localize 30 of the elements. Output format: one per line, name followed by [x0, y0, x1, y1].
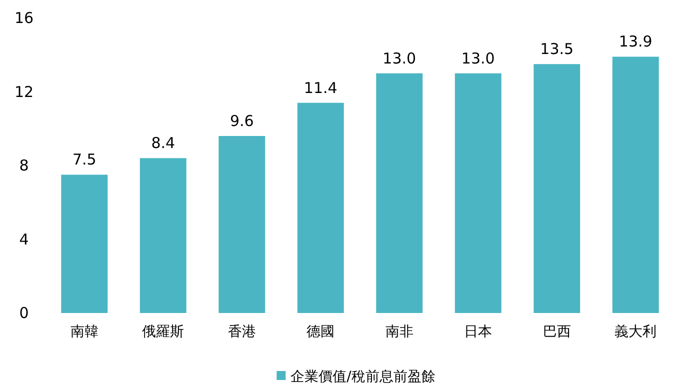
- x-tick-label: 德國: [306, 324, 335, 340]
- bar: [376, 73, 423, 313]
- x-tick-label: 俄羅斯: [142, 324, 184, 340]
- x-tick-label: 日本: [464, 324, 492, 340]
- x-tick-label: 南非: [385, 324, 414, 340]
- x-tick-label: 巴西: [542, 324, 571, 340]
- x-tick-label: 義大利: [614, 324, 657, 340]
- x-tick-label: 香港: [228, 324, 256, 340]
- y-tick-label: 0: [19, 304, 29, 322]
- y-tick-label: 8: [19, 156, 29, 174]
- bar: [61, 174, 108, 313]
- bar: [612, 56, 659, 313]
- bar: [140, 158, 186, 313]
- y-tick-label: 16: [14, 9, 34, 27]
- legend-label: 企業價值/稅前息前盈餘: [290, 369, 436, 385]
- x-tick-label: 南韓: [70, 324, 98, 340]
- bar: [297, 102, 344, 313]
- bar: [218, 136, 266, 313]
- text: 13.0: [382, 49, 416, 68]
- bar: [534, 64, 580, 313]
- text: 13.0: [461, 49, 495, 68]
- text: 8.4: [151, 134, 176, 152]
- text: 9.6: [230, 112, 254, 130]
- bar: [454, 73, 502, 313]
- text: 13.9: [618, 32, 652, 51]
- y-tick-label: 4: [19, 230, 29, 248]
- text: 11.4: [304, 78, 338, 97]
- text: 7.5: [72, 150, 96, 169]
- y-tick-label: 12: [14, 82, 34, 101]
- text: 13.5: [540, 40, 574, 58]
